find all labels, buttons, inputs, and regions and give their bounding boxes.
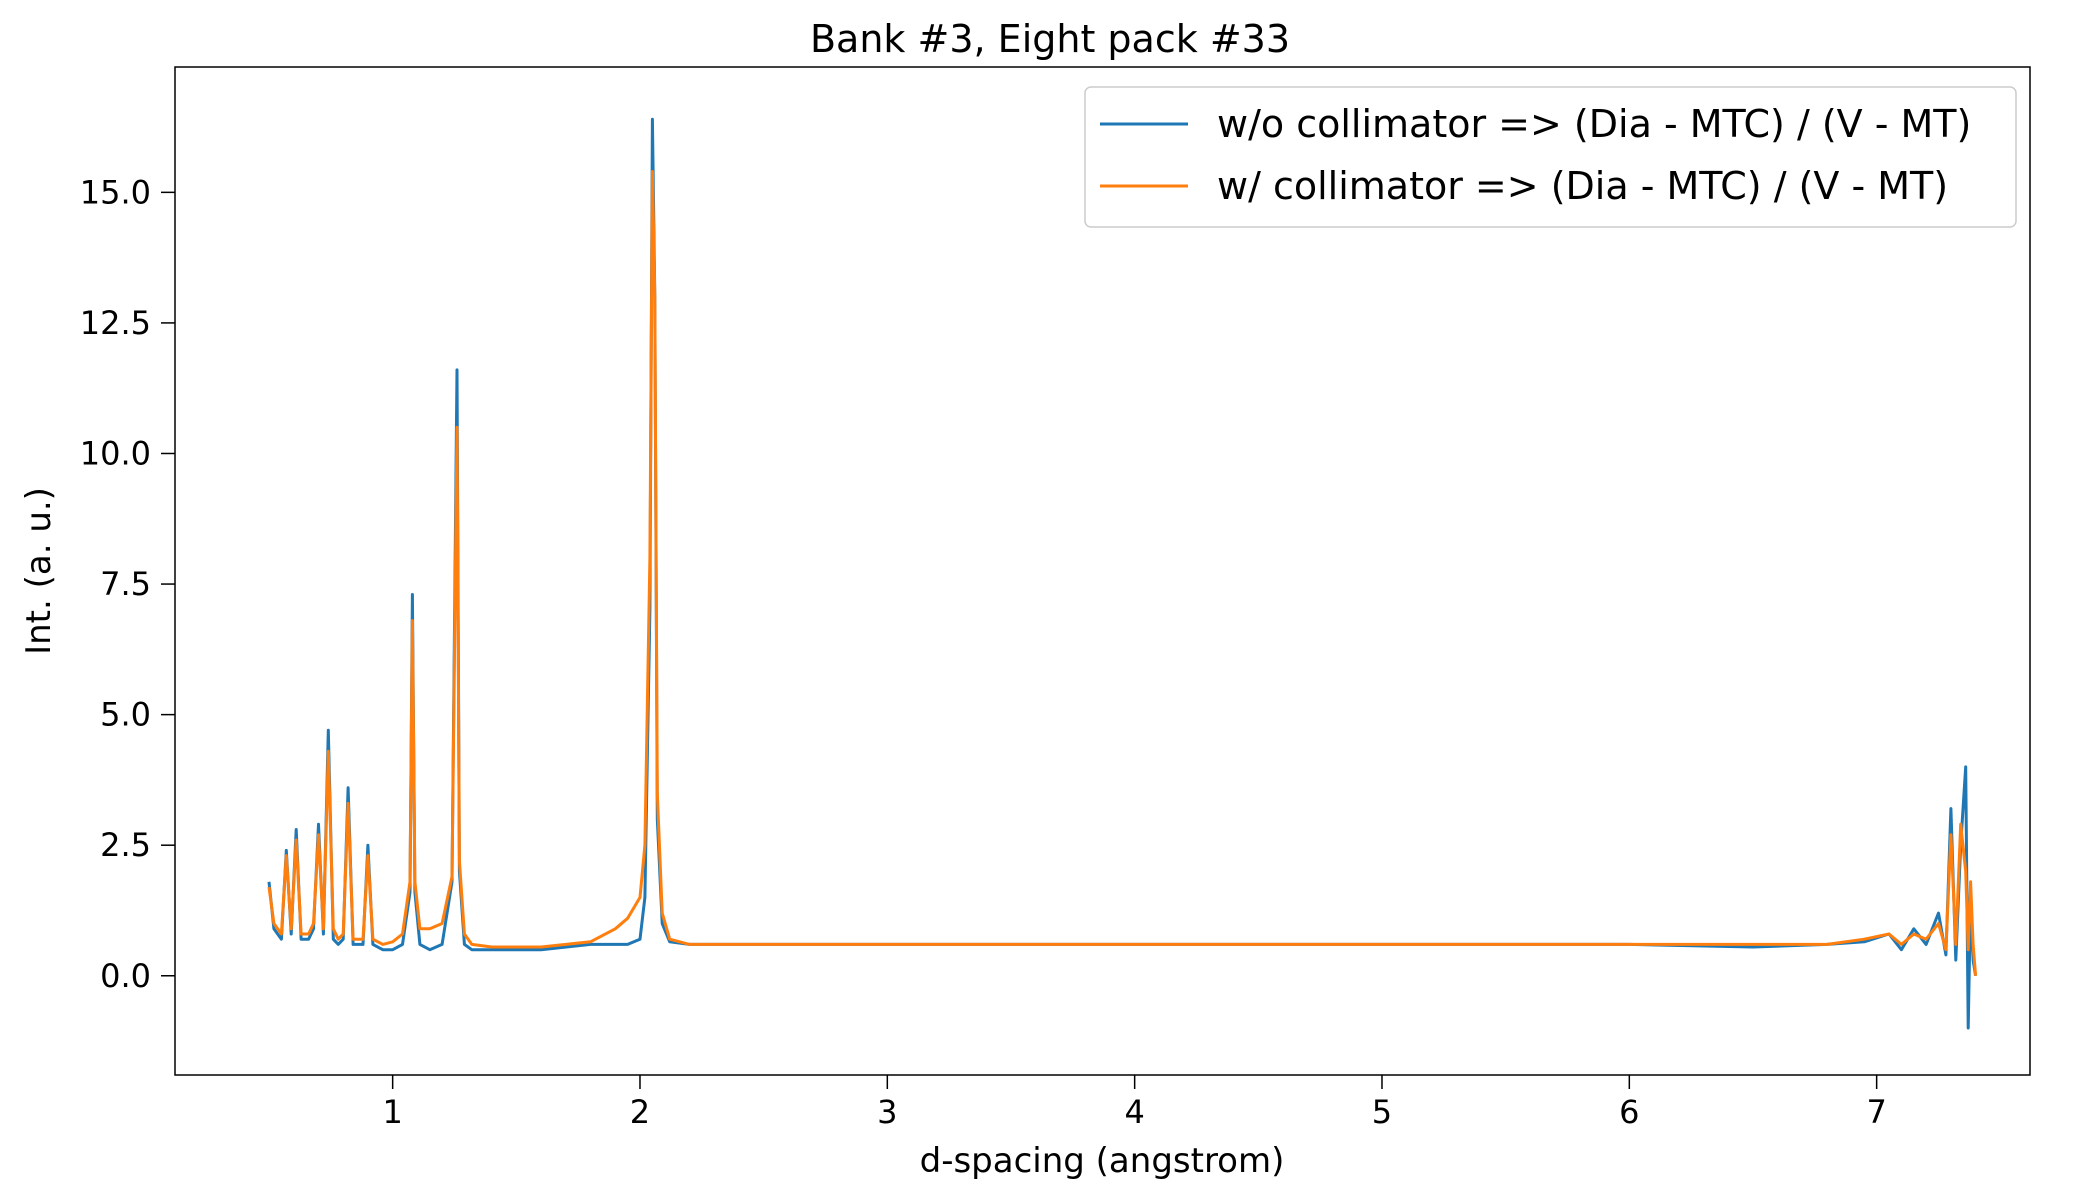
series-line-1 — [267, 117, 1978, 1030]
legend-label-series1: w/o collimator => (Dia - MTC) / (V - MT) — [1217, 102, 1971, 146]
x-tick-label: 2 — [630, 1093, 650, 1131]
x-tick-label: 4 — [1124, 1093, 1144, 1131]
x-tick-label: 3 — [877, 1093, 897, 1131]
x-tick-label: 7 — [1866, 1093, 1886, 1131]
y-tick-label: 7.5 — [100, 565, 151, 603]
x-axis-ticks: 1 2 3 4 5 6 7 — [382, 1075, 1887, 1131]
x-axis-label: d-spacing (angstrom) — [920, 1141, 1285, 1181]
series-lines — [267, 117, 1978, 1030]
y-tick-label: 2.5 — [100, 826, 151, 864]
y-tick-label: 5.0 — [100, 696, 151, 734]
legend: w/o collimator => (Dia - MTC) / (V - MT)… — [1084, 86, 2017, 228]
legend-box — [1084, 86, 2017, 228]
y-axis-label: Int. (a. u.) — [19, 487, 59, 655]
chart-title: Bank #3, Eight pack #33 — [810, 17, 1290, 61]
y-tick-label: 15.0 — [80, 173, 151, 211]
y-tick-label: 0.0 — [100, 957, 151, 995]
x-tick-label: 6 — [1619, 1093, 1639, 1131]
y-tick-label: 12.5 — [80, 304, 151, 342]
y-axis-ticks: 0.0 2.5 5.0 7.5 10.0 12.5 15.0 — [80, 173, 175, 995]
x-tick-label: 5 — [1372, 1093, 1392, 1131]
y-tick-label: 10.0 — [80, 434, 151, 472]
x-tick-label: 1 — [382, 1093, 402, 1131]
series-line-2 — [267, 170, 1978, 976]
plot-frame — [174, 66, 2031, 1076]
legend-label-series2: w/ collimator => (Dia - MTC) / (V - MT) — [1217, 164, 1948, 208]
